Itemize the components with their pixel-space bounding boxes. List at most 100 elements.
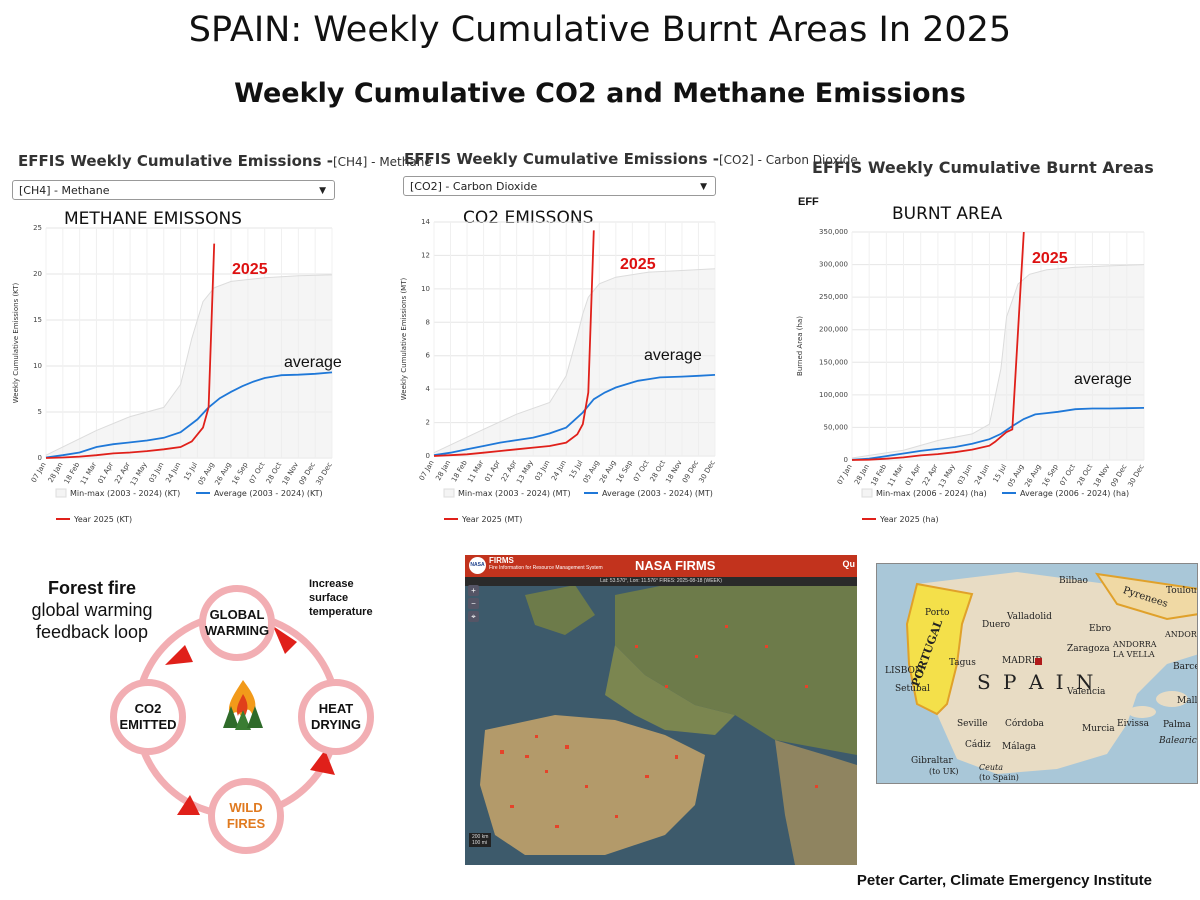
firms-short-name: FIRMS [489,556,514,565]
loop-node-heat-drying: HEAT DRYING [298,679,374,755]
firms-header-bar: NASA FIRMS Fire Information for Resource… [465,555,857,577]
minmax-band [46,274,332,458]
year-2025-series-line [45,243,216,459]
place-label: Málaga [1002,742,1036,752]
minmax-band [852,264,1144,460]
x-tick-label: 28 Jan [47,461,65,484]
y-axis-title: Weekly Cumulative Emissions (KT) [12,283,20,404]
feedback-loop-title-bold: Forest fire [47,578,137,598]
year-2025-annotation: 2025 [620,256,656,273]
legend-swatch-minmax [443,488,455,498]
credit: Peter Carter, Climate Emergency Institut… [856,872,1152,889]
legend-average: Average (2003 - 2024) (KT) [214,489,323,498]
average-annotation: average [644,347,702,364]
co2-gas-select[interactable]: [CO2] - Carbon Dioxide ▼ [403,176,716,196]
location-icon[interactable]: ⌖ [468,611,479,622]
legend-swatch-minmax [55,488,67,498]
place-label: Palma [1163,720,1191,730]
minmax-line [433,268,716,454]
legend-year: Year 2025 (KT) [73,515,132,524]
x-tick-label: 16 Sep [1041,463,1060,489]
legend-swatch-minmax [861,488,873,498]
map-scale-mi: 100 mi [472,840,488,846]
spain-map: Bilbao Toulouse Pyrenees ANDORRA ANDORRA… [876,563,1198,784]
y-tick-label: 20 [33,270,42,278]
forest-fire-icon [223,680,263,730]
y-tick-label: 0 [38,454,42,462]
legend-average: Average (2006 - 2024) (ha) [1020,489,1129,498]
legend-minmax: Min-max (2006 - 2024) (ha) [876,489,987,498]
x-tick-label: 03 Jun [148,461,166,484]
y-tick-label: 14 [421,218,430,226]
place-label: Duero [982,620,1011,630]
place-label: Porto [925,608,950,618]
y-axis-title: Burned Area (ha) [796,316,804,376]
x-tick-label: 13 May [937,463,957,489]
firms-map-background [465,555,857,865]
y-tick-label: 10 [421,285,430,293]
methane-panel-heading: EFFIS Weekly Cumulative Emissions -[CH4]… [18,152,432,170]
place-label: Cádiz [965,740,991,750]
place-label: (to UK) [929,767,959,776]
legend-minmax: Min-max (2003 - 2024) (MT) [458,489,571,498]
co2-heading-text: EFFIS Weekly Cumulative Emissions - [404,150,719,168]
place-label: Ebro [1089,624,1112,634]
y-tick-label: 250,000 [819,293,848,301]
burnt-caption: BURNT AREA [892,204,1003,224]
methane-chart-panel: EFFIS Weekly Cumulative Emissions -[CH4]… [10,140,432,540]
arrow-icon [177,795,200,815]
nasa-firms-map[interactable]: NASA FIRMS Fire Information for Resource… [465,555,857,865]
place-label: Setúbal [895,684,930,694]
loop-node-global-warming: GLOBAL WARMING [199,585,275,661]
legend-minmax: Min-max (2003 - 2024) (KT) [70,489,180,498]
x-tick-label: 15 Jul [992,463,1009,484]
zoom-in-button[interactable]: + [468,585,479,596]
y-tick-label: 12 [421,251,430,259]
y-tick-label: 50,000 [824,423,849,431]
place-label: Tagus [949,658,976,668]
y-tick-label: 150,000 [819,358,848,366]
average-annotation: average [1074,371,1132,388]
y-tick-label: 6 [426,352,431,360]
y-tick-label: 5 [38,408,42,416]
minmax-line [45,274,333,456]
methane-gas-select[interactable]: [CH4] - Methane ▼ [12,180,335,200]
arrow-icon [273,626,297,654]
x-tick-label: 07 Jan [836,463,854,486]
firms-right-label[interactable]: Qu [842,559,856,569]
legend-year: Year 2025 (ha) [879,515,939,524]
co2-caption: CO2 EMISSONS [463,208,594,228]
place-label: MADRID [1002,656,1043,666]
x-tick-label: 24 Jun [550,459,568,482]
subtitle: Weekly Cumulative CO2 and Methane Emissi… [234,78,966,109]
zoom-out-button[interactable]: − [468,598,479,609]
firms-title: NASA FIRMS [635,558,716,573]
y-tick-label: 100,000 [819,391,848,399]
feedback-loop-title-rest: global warming feedback loop [31,600,153,642]
burnt-partial-label: EFF [798,196,819,208]
year-2025-series-line [433,230,595,457]
x-tick-label: 13 May [129,461,149,487]
x-tick-label: 24 Jun [973,463,991,486]
x-tick-label: 24 Jun [164,461,182,484]
loop-node-wild-fires: WILD FIRES [208,778,284,854]
firms-long-name: Fire Information for Resource Management… [489,565,603,571]
arrow-icon [165,645,193,665]
place-label: Valladolid [1007,612,1052,622]
year-2025-annotation: 2025 [1032,250,1068,267]
place-label: Valencia [1067,687,1106,697]
loop-node-co2-emitted: CO2 EMITTED [110,679,186,755]
x-tick-label: 16 Sep [231,461,250,487]
methane-caption: METHANE EMISSONS [64,209,242,229]
place-label: Eivissa [1117,719,1150,729]
x-tick-label: 30 Dec [1126,463,1145,489]
x-tick-label: 26 Aug [1023,463,1042,488]
y-tick-label: 8 [426,318,430,326]
methane-select-value: [CH4] - Methane [19,184,110,197]
y-tick-label: 10 [33,362,42,370]
spain-map-shapes [905,572,1197,774]
place-label: ANDORRA [1113,640,1157,649]
place-label: Murcia [1082,724,1115,734]
place-label: Zaragoza [1067,644,1110,654]
